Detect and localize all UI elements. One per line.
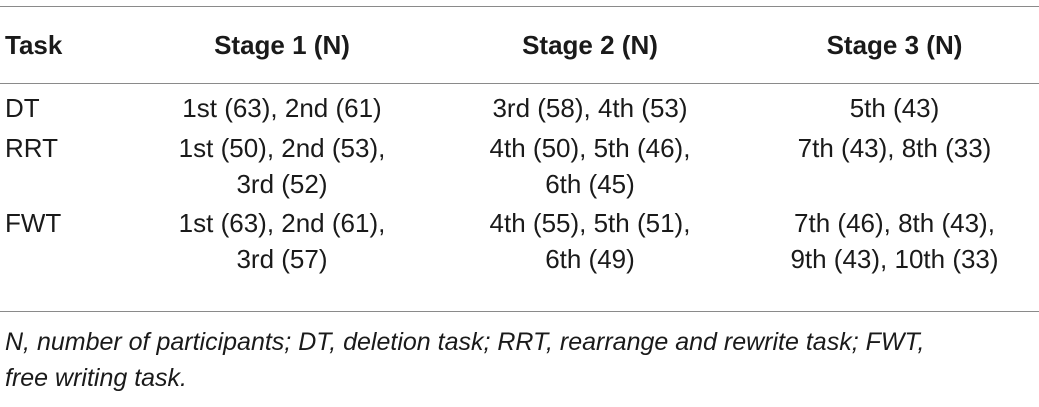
stage-1-cell: 1st (63), 2nd (61), 3rd (57) <box>134 205 430 280</box>
stage-2-cell: 3rd (58), 4th (53) <box>430 83 750 130</box>
cell-line: 4th (55), 5th (51), <box>489 208 691 238</box>
stage-2-cell: 4th (55), 5th (51), 6th (49) <box>430 205 750 280</box>
stage-1-cell: 1st (63), 2nd (61) <box>134 83 430 130</box>
header-stage-1: Stage 1 (N) <box>214 29 350 60</box>
cell-line: 7th (46), 8th (43), <box>794 208 995 238</box>
cell-line: 5th (43) <box>849 93 940 123</box>
header-task: Task <box>5 29 63 60</box>
table-footnote: N, number of participants; DT, deletion … <box>5 324 1035 396</box>
table-row: FWT 1st (63), 2nd (61), 3rd (57) 4th (55… <box>0 205 1039 280</box>
stage-3-cell: 7th (43), 8th (33) <box>750 130 1039 205</box>
top-rule <box>0 6 1039 7</box>
stage-3-cell: 7th (46), 8th (43), 9th (43), 10th (33) <box>750 205 1039 280</box>
cell-line: 3rd (57) <box>236 244 328 274</box>
task-cell: FWT <box>5 208 62 238</box>
table-row: DT 1st (63), 2nd (61) 3rd (58), 4th (53)… <box>0 83 1039 130</box>
footnote-line: free writing task. <box>5 364 188 392</box>
cell-line: 1st (50), 2nd (53), <box>178 133 386 163</box>
header-row: Task Stage 1 (N) Stage 2 (N) Stage 3 (N) <box>0 7 1039 83</box>
cell-line: 3rd (52) <box>236 169 328 199</box>
cell-line: 1st (63), 2nd (61) <box>182 93 382 123</box>
cell-line: 4th (50), 5th (46), <box>489 133 691 163</box>
task-cell: DT <box>5 93 40 123</box>
bottom-rule <box>0 311 1039 312</box>
header-rule <box>0 83 1039 84</box>
stage-2-cell: 4th (50), 5th (46), 6th (45) <box>430 130 750 205</box>
cell-line: 6th (49) <box>545 244 635 274</box>
header-stage-2: Stage 2 (N) <box>522 29 658 60</box>
stage-3-cell: 5th (43) <box>750 83 1039 130</box>
stage-1-cell: 1st (50), 2nd (53), 3rd (52) <box>134 130 430 205</box>
cell-line: 6th (45) <box>545 169 635 199</box>
header-stage-3: Stage 3 (N) <box>826 29 963 60</box>
cell-line: 7th (43), 8th (33) <box>797 133 992 163</box>
footnote-line: N, number of participants; DT, deletion … <box>5 328 925 356</box>
table-row: RRT 1st (50), 2nd (53), 3rd (52) 4th (50… <box>0 130 1039 205</box>
cell-line: 1st (63), 2nd (61), <box>178 208 386 238</box>
cell-line: 9th (43), 10th (33) <box>790 244 999 274</box>
participants-table: Task Stage 1 (N) Stage 2 (N) Stage 3 (N)… <box>0 7 1039 280</box>
cell-line: 3rd (58), 4th (53) <box>492 93 688 123</box>
task-cell: RRT <box>5 133 58 163</box>
